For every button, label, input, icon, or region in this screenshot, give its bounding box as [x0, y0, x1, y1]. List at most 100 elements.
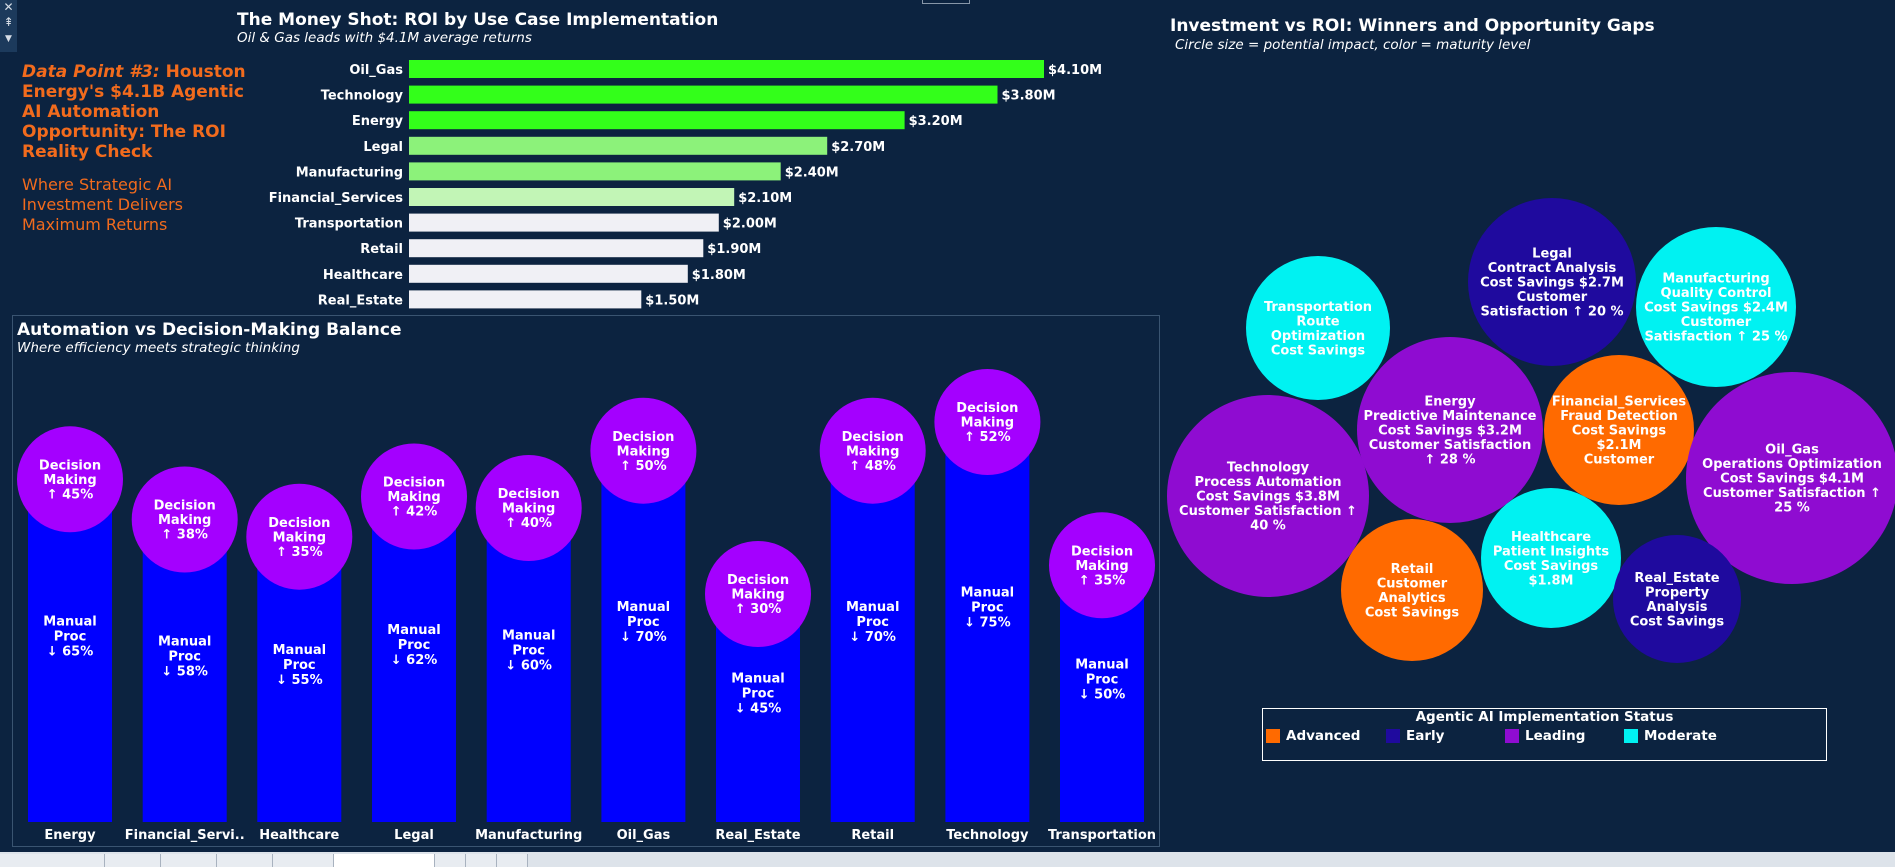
bubble-label-line: Real_Estate [1634, 571, 1719, 586]
manual-process-label-line: ↓ 70% [849, 630, 896, 645]
manual-process-label-line: Manual [43, 614, 96, 629]
roi-value-label: $1.50M [645, 293, 699, 308]
strip-tab[interactable] [0, 854, 105, 867]
intro-title-text: Houston Energy's $4.1B Agentic AI Automa… [22, 62, 246, 162]
legend-item-leading[interactable]: Leading [1505, 727, 1585, 745]
roi-category-label: Transportation [295, 217, 403, 232]
bubble-label-line: Quality Control [1661, 286, 1772, 301]
chevron-down-icon[interactable]: ▼ [5, 34, 12, 44]
side-control-panel: ✕ ⇞ ▼ [0, 0, 17, 52]
balance-bar-chart: Manual Proc ↓ 65%Decision Making ↑ 45%Energy… [17, 369, 1156, 843]
balance-chart-subtitle: Where efficiency meets strategic thinkin… [17, 340, 300, 356]
legend-label-early: Early [1406, 728, 1445, 744]
bubble-early [1468, 198, 1636, 366]
bubble-label-line: Customer Satisfaction ↑ [1179, 504, 1357, 519]
decision-making-label-line: ↑ 52% [964, 430, 1011, 445]
roi-value-label: $4.10M [1048, 63, 1102, 78]
roi-bar [409, 111, 905, 130]
decision-making-label-line: Making [273, 530, 326, 545]
strip-tab[interactable] [435, 854, 466, 867]
bubble-label-line: Cost Savings $3.8M [1196, 490, 1340, 505]
strip-tab[interactable] [217, 854, 273, 867]
bubble-label: Transportation Route Optimization Cost Savi… [1264, 300, 1372, 359]
roi-bar [409, 290, 642, 309]
bubble-label-line: Analysis [1647, 600, 1708, 615]
roi-category-label: Healthcare [323, 268, 403, 283]
bubble-moderate [1636, 227, 1796, 387]
decision-making-label-line: Decision [268, 516, 330, 531]
legend-title: Agentic AI Implementation Status [1415, 709, 1674, 725]
roi-value-label: $2.10M [738, 191, 792, 206]
legend-label-advanced: Advanced [1286, 728, 1361, 744]
roi-category-label: Legal [363, 140, 403, 155]
bubble-label-line: $1.8M [1528, 573, 1573, 588]
bubble-label: Healthcare Patient Insights Cost Savings $1… [1493, 530, 1609, 589]
legend-item-moderate[interactable]: Moderate [1624, 727, 1717, 745]
balance-category-label: Legal [394, 828, 434, 843]
roi-category-label: Oil_Gas [349, 63, 403, 78]
close-icon[interactable]: ✕ [3, 0, 14, 14]
decision-making-label: Decision Making ↑ 48% [842, 430, 904, 474]
bubble-label-line: Cost Savings $2.7M [1480, 276, 1624, 291]
legend-label-moderate: Moderate [1644, 728, 1717, 744]
decision-making-label-line: Making [387, 490, 440, 505]
manual-process-label-line: Manual [387, 623, 440, 638]
decision-making-label: Decision Making ↑ 42% [383, 476, 445, 520]
strip-tab[interactable] [466, 854, 497, 867]
decision-making-bubble [246, 483, 353, 590]
manual-process-label-line: ↓ 75% [964, 616, 1011, 631]
decision-making-label-line: Decision [383, 476, 445, 491]
intro-title: Data Point #3: Houston Energy's $4.1B Ag… [22, 62, 250, 162]
roi-value-label: $1.80M [692, 268, 746, 283]
legend-box [1262, 708, 1827, 761]
bubble-label-line: Cost Savings [1271, 343, 1366, 358]
decision-making-label-line: Decision [956, 401, 1018, 416]
top-drag-handle[interactable] [922, 0, 970, 4]
bubble-label-line: 25 % [1774, 501, 1810, 516]
decision-making-label-line: Making [43, 473, 96, 488]
roi-value-label: $2.00M [723, 217, 777, 232]
manual-process-label-line: Proc [856, 615, 889, 630]
bubble-label-line: Cost Savings $3.2M [1378, 424, 1522, 439]
strip-tab[interactable] [161, 854, 217, 867]
decision-making-label: Decision Making ↑ 50% [612, 430, 674, 474]
bubble-leading [1167, 395, 1369, 597]
manual-process-label-line: Manual [846, 600, 899, 615]
balance-category-label: Technology [946, 828, 1029, 843]
strip-tab-active[interactable] [334, 854, 435, 867]
roi-bar [409, 60, 1044, 78]
bubble-label-line: Cost Savings [1572, 424, 1667, 439]
bubble-label-line: Manufacturing [1662, 272, 1769, 287]
strip-tab[interactable] [273, 854, 334, 867]
roi-bar [409, 264, 688, 283]
strip-tab[interactable] [105, 854, 161, 867]
bubble-label-line: Analytics [1378, 591, 1445, 606]
balance-category-label: Healthcare [259, 828, 339, 843]
decision-making-label-line: Decision [842, 430, 904, 445]
bubble-label-line: Optimization [1271, 329, 1365, 344]
bubble-label-line: Process Automation [1194, 475, 1341, 490]
decision-making-label: Decision Making ↑ 35% [1071, 545, 1133, 589]
strip-tab[interactable] [497, 854, 528, 867]
balance-category-label: Transportation [1048, 828, 1156, 843]
bubble-label: Real_Estate Property Analysis Cost Savings [1630, 571, 1725, 630]
roi-bar-chart: Oil_Gas $4.10M Technology $3.80M Energy $3.20… [269, 60, 1102, 309]
legend-item-advanced[interactable]: Advanced [1266, 727, 1360, 745]
roi-chart-subtitle: Oil & Gas leads with $4.1M average retur… [237, 30, 532, 46]
manual-process-label: Manual Proc ↓ 65% [43, 614, 96, 659]
legend-swatch-early [1386, 729, 1400, 743]
decision-making-label-line: Decision [39, 459, 101, 474]
bubble-moderate [1481, 488, 1621, 628]
bubble-label-line: Property [1645, 585, 1710, 600]
decision-making-label: Decision Making ↑ 52% [956, 401, 1018, 445]
bubble-leading [1686, 372, 1895, 584]
decision-making-label-line: Decision [612, 430, 674, 445]
legend-item-early[interactable]: Early [1386, 727, 1444, 745]
manual-process-label-line: Manual [273, 643, 326, 658]
bubble-label-line: Oil_Gas [1765, 443, 1819, 458]
balance-category-label: Real_Estate [715, 828, 800, 843]
decision-making-bubble [1049, 512, 1155, 619]
pin-icon[interactable]: ⇞ [3, 15, 14, 29]
decision-making-label-line: Making [1075, 559, 1128, 574]
